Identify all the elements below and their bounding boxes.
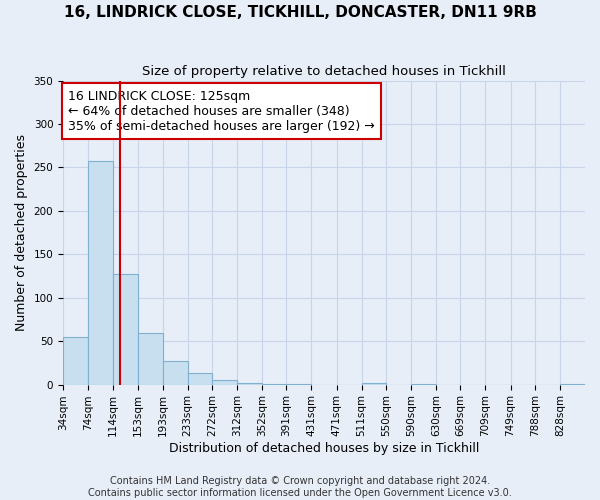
Bar xyxy=(362,383,386,384)
X-axis label: Distribution of detached houses by size in Tickhill: Distribution of detached houses by size … xyxy=(169,442,479,455)
Bar xyxy=(63,337,88,384)
Bar xyxy=(237,383,262,384)
Bar xyxy=(88,162,113,384)
Bar xyxy=(137,334,163,384)
Text: 16 LINDRICK CLOSE: 125sqm
← 64% of detached houses are smaller (348)
35% of semi: 16 LINDRICK CLOSE: 125sqm ← 64% of detac… xyxy=(68,90,375,132)
Bar xyxy=(163,361,188,384)
Title: Size of property relative to detached houses in Tickhill: Size of property relative to detached ho… xyxy=(142,65,506,78)
Bar xyxy=(188,374,212,384)
Text: Contains HM Land Registry data © Crown copyright and database right 2024.
Contai: Contains HM Land Registry data © Crown c… xyxy=(88,476,512,498)
Bar xyxy=(212,380,237,384)
Bar xyxy=(113,274,137,384)
Text: 16, LINDRICK CLOSE, TICKHILL, DONCASTER, DN11 9RB: 16, LINDRICK CLOSE, TICKHILL, DONCASTER,… xyxy=(64,5,536,20)
Y-axis label: Number of detached properties: Number of detached properties xyxy=(15,134,28,331)
